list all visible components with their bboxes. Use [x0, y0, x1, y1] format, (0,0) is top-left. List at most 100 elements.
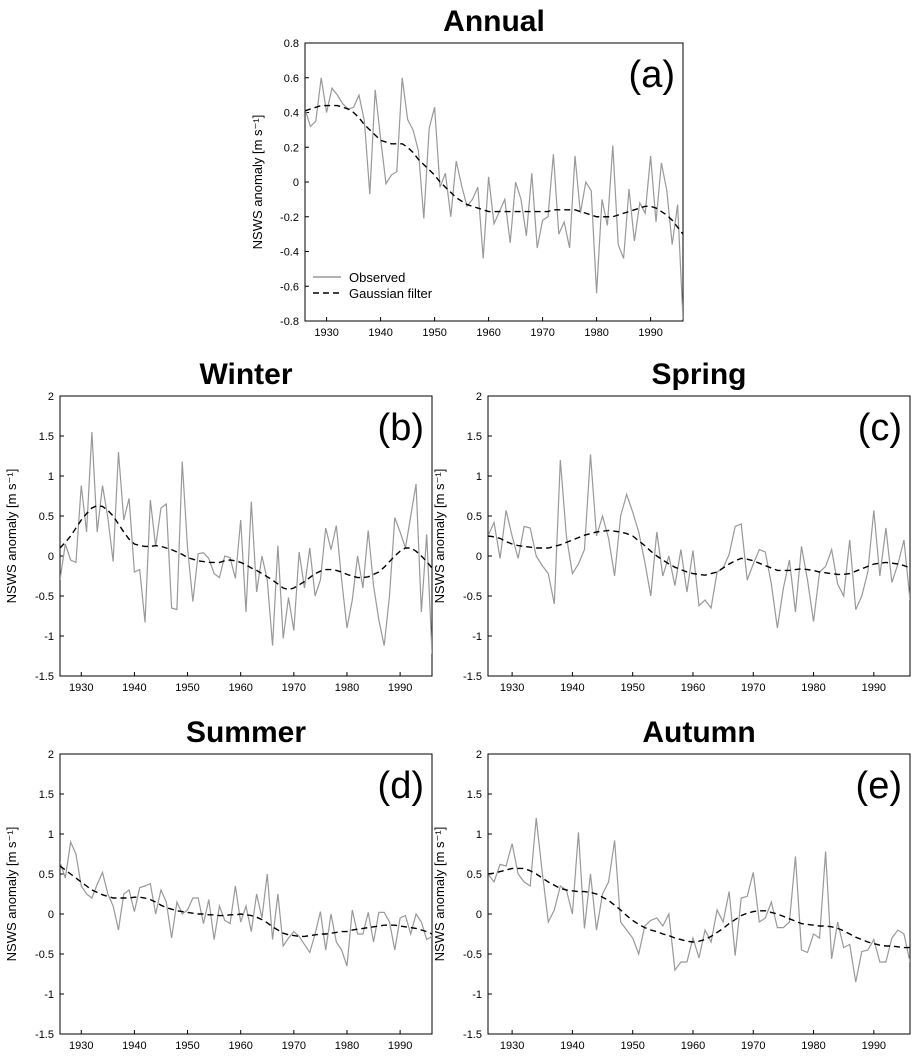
- x-tick-label: 1960: [476, 327, 500, 339]
- x-tick-label: 1950: [422, 327, 446, 339]
- panel-title: Winter: [199, 358, 292, 391]
- data-line: [488, 867, 910, 949]
- y-tick-label: 0.2: [284, 142, 299, 154]
- y-tick-label: -0.6: [280, 281, 299, 293]
- y-tick-label: 0.6: [284, 73, 299, 85]
- panel-label: (c): [858, 407, 902, 449]
- x-tick-label: 1930: [500, 1040, 524, 1052]
- data-line: [60, 504, 432, 591]
- y-tick-label: 1.5: [467, 789, 482, 801]
- x-tick-label: 1940: [560, 682, 584, 694]
- x-tick-label: 1950: [620, 1040, 644, 1052]
- y-tick-label: -0.8: [280, 316, 299, 328]
- panel-label: (b): [378, 407, 424, 449]
- legend-label: Observed: [349, 270, 405, 285]
- y-tick-label: 1: [476, 471, 482, 483]
- y-tick-label: -1.5: [35, 1029, 54, 1041]
- y-tick-label: -1: [472, 631, 482, 643]
- y-axis-label: NSWS anomaly [m s⁻¹]: [4, 469, 19, 604]
- panel-title: Summer: [186, 716, 306, 749]
- x-tick-label: 1970: [741, 1040, 765, 1052]
- y-tick-label: 0.5: [467, 869, 482, 881]
- panel-label: (a): [629, 54, 675, 96]
- panel: Spring -1.5 -1 -0.5 0 0.5 1 1.5 2 1930 1940 1950 196…: [432, 358, 911, 694]
- x-tick-label: 1970: [282, 682, 306, 694]
- y-tick-label: 0: [48, 909, 54, 921]
- y-tick-label: 0: [293, 177, 299, 189]
- y-tick-label: -0.4: [280, 247, 299, 259]
- x-tick-label: 1930: [500, 682, 524, 694]
- x-tick-label: 1950: [620, 682, 644, 694]
- x-tick-label: 1990: [388, 682, 412, 694]
- plot-frame: [59, 395, 433, 677]
- y-axis-label: NSWS anomaly [m s⁻¹]: [250, 115, 265, 250]
- y-tick-label: 2: [48, 391, 54, 403]
- y-tick-label: 2: [48, 749, 54, 761]
- y-tick-label: 0.8: [284, 38, 299, 50]
- y-tick-label: 0: [476, 909, 482, 921]
- y-axis-label: NSWS anomaly [m s⁻¹]: [432, 827, 447, 962]
- panel-label: (e): [856, 765, 902, 807]
- y-tick-label: 0.5: [39, 869, 54, 881]
- y-tick-label: -0.5: [463, 949, 482, 961]
- x-tick-label: 1940: [122, 1040, 146, 1052]
- data-line: [60, 431, 432, 654]
- x-tick-label: 1980: [584, 327, 608, 339]
- y-tick-label: -1: [44, 989, 54, 1001]
- y-tick-label: 0.5: [39, 511, 54, 523]
- x-tick-label: 1930: [69, 682, 93, 694]
- data-line: [60, 839, 432, 967]
- y-tick-label: 1.5: [39, 431, 54, 443]
- y-tick-label: 0.4: [284, 108, 299, 120]
- y-axis-label: NSWS anomaly [m s⁻¹]: [4, 827, 19, 962]
- panel: Autumn -1.5 -1 -0.5 0 0.5 1 1.5 2 1930 1940 1950 196…: [432, 716, 911, 1052]
- x-tick-label: 1980: [801, 1040, 825, 1052]
- panel-title: Spring: [652, 358, 747, 391]
- panel-label: (d): [378, 765, 424, 807]
- data-line: [305, 77, 683, 320]
- x-tick-label: 1950: [175, 682, 199, 694]
- panel-title: Annual: [443, 5, 545, 38]
- y-tick-label: -1.5: [35, 671, 54, 683]
- y-tick-label: -1.5: [463, 1029, 482, 1041]
- y-tick-label: 1.5: [39, 789, 54, 801]
- data-line: [488, 817, 910, 983]
- panel: Winter -1.5 -1 -0.5 0 0.5 1 1.5 2 1930 1940 1950 196…: [4, 358, 433, 694]
- y-tick-label: 1: [48, 829, 54, 841]
- x-tick-label: 1980: [335, 682, 359, 694]
- data-line: [488, 529, 910, 576]
- y-tick-label: -1: [44, 631, 54, 643]
- x-tick-label: 1980: [335, 1040, 359, 1052]
- x-tick-label: 1960: [681, 682, 705, 694]
- x-tick-label: 1970: [741, 682, 765, 694]
- y-tick-label: -0.5: [463, 591, 482, 603]
- plot-frame: [487, 395, 911, 677]
- x-tick-label: 1990: [388, 1040, 412, 1052]
- plot-frame: [487, 753, 911, 1035]
- data-line: [305, 104, 683, 235]
- y-tick-label: 2: [476, 391, 482, 403]
- y-tick-label: -0.5: [35, 949, 54, 961]
- panel-title: Autumn: [642, 716, 755, 749]
- plot-frame: [59, 753, 433, 1035]
- x-tick-label: 1990: [638, 327, 662, 339]
- y-tick-label: -0.2: [280, 212, 299, 224]
- x-tick-label: 1940: [560, 1040, 584, 1052]
- y-tick-label: 2: [476, 749, 482, 761]
- x-tick-label: 1960: [681, 1040, 705, 1052]
- x-tick-label: 1960: [228, 1040, 252, 1052]
- y-tick-label: -1: [472, 989, 482, 1001]
- x-tick-label: 1930: [314, 327, 338, 339]
- legend-label: Gaussian filter: [349, 286, 433, 301]
- x-tick-label: 1930: [69, 1040, 93, 1052]
- y-tick-label: 1: [476, 829, 482, 841]
- x-tick-label: 1990: [862, 682, 886, 694]
- panel: Annual -0.8 -0.6 -0.4 -0.2 0 0.2 0.4 0.6 0.8 1930 1…: [250, 5, 684, 339]
- y-tick-label: 1.5: [467, 431, 482, 443]
- x-tick-label: 1960: [228, 682, 252, 694]
- y-tick-label: 0.5: [467, 511, 482, 523]
- x-tick-label: 1950: [175, 1040, 199, 1052]
- x-tick-label: 1940: [122, 682, 146, 694]
- data-line: [60, 865, 432, 938]
